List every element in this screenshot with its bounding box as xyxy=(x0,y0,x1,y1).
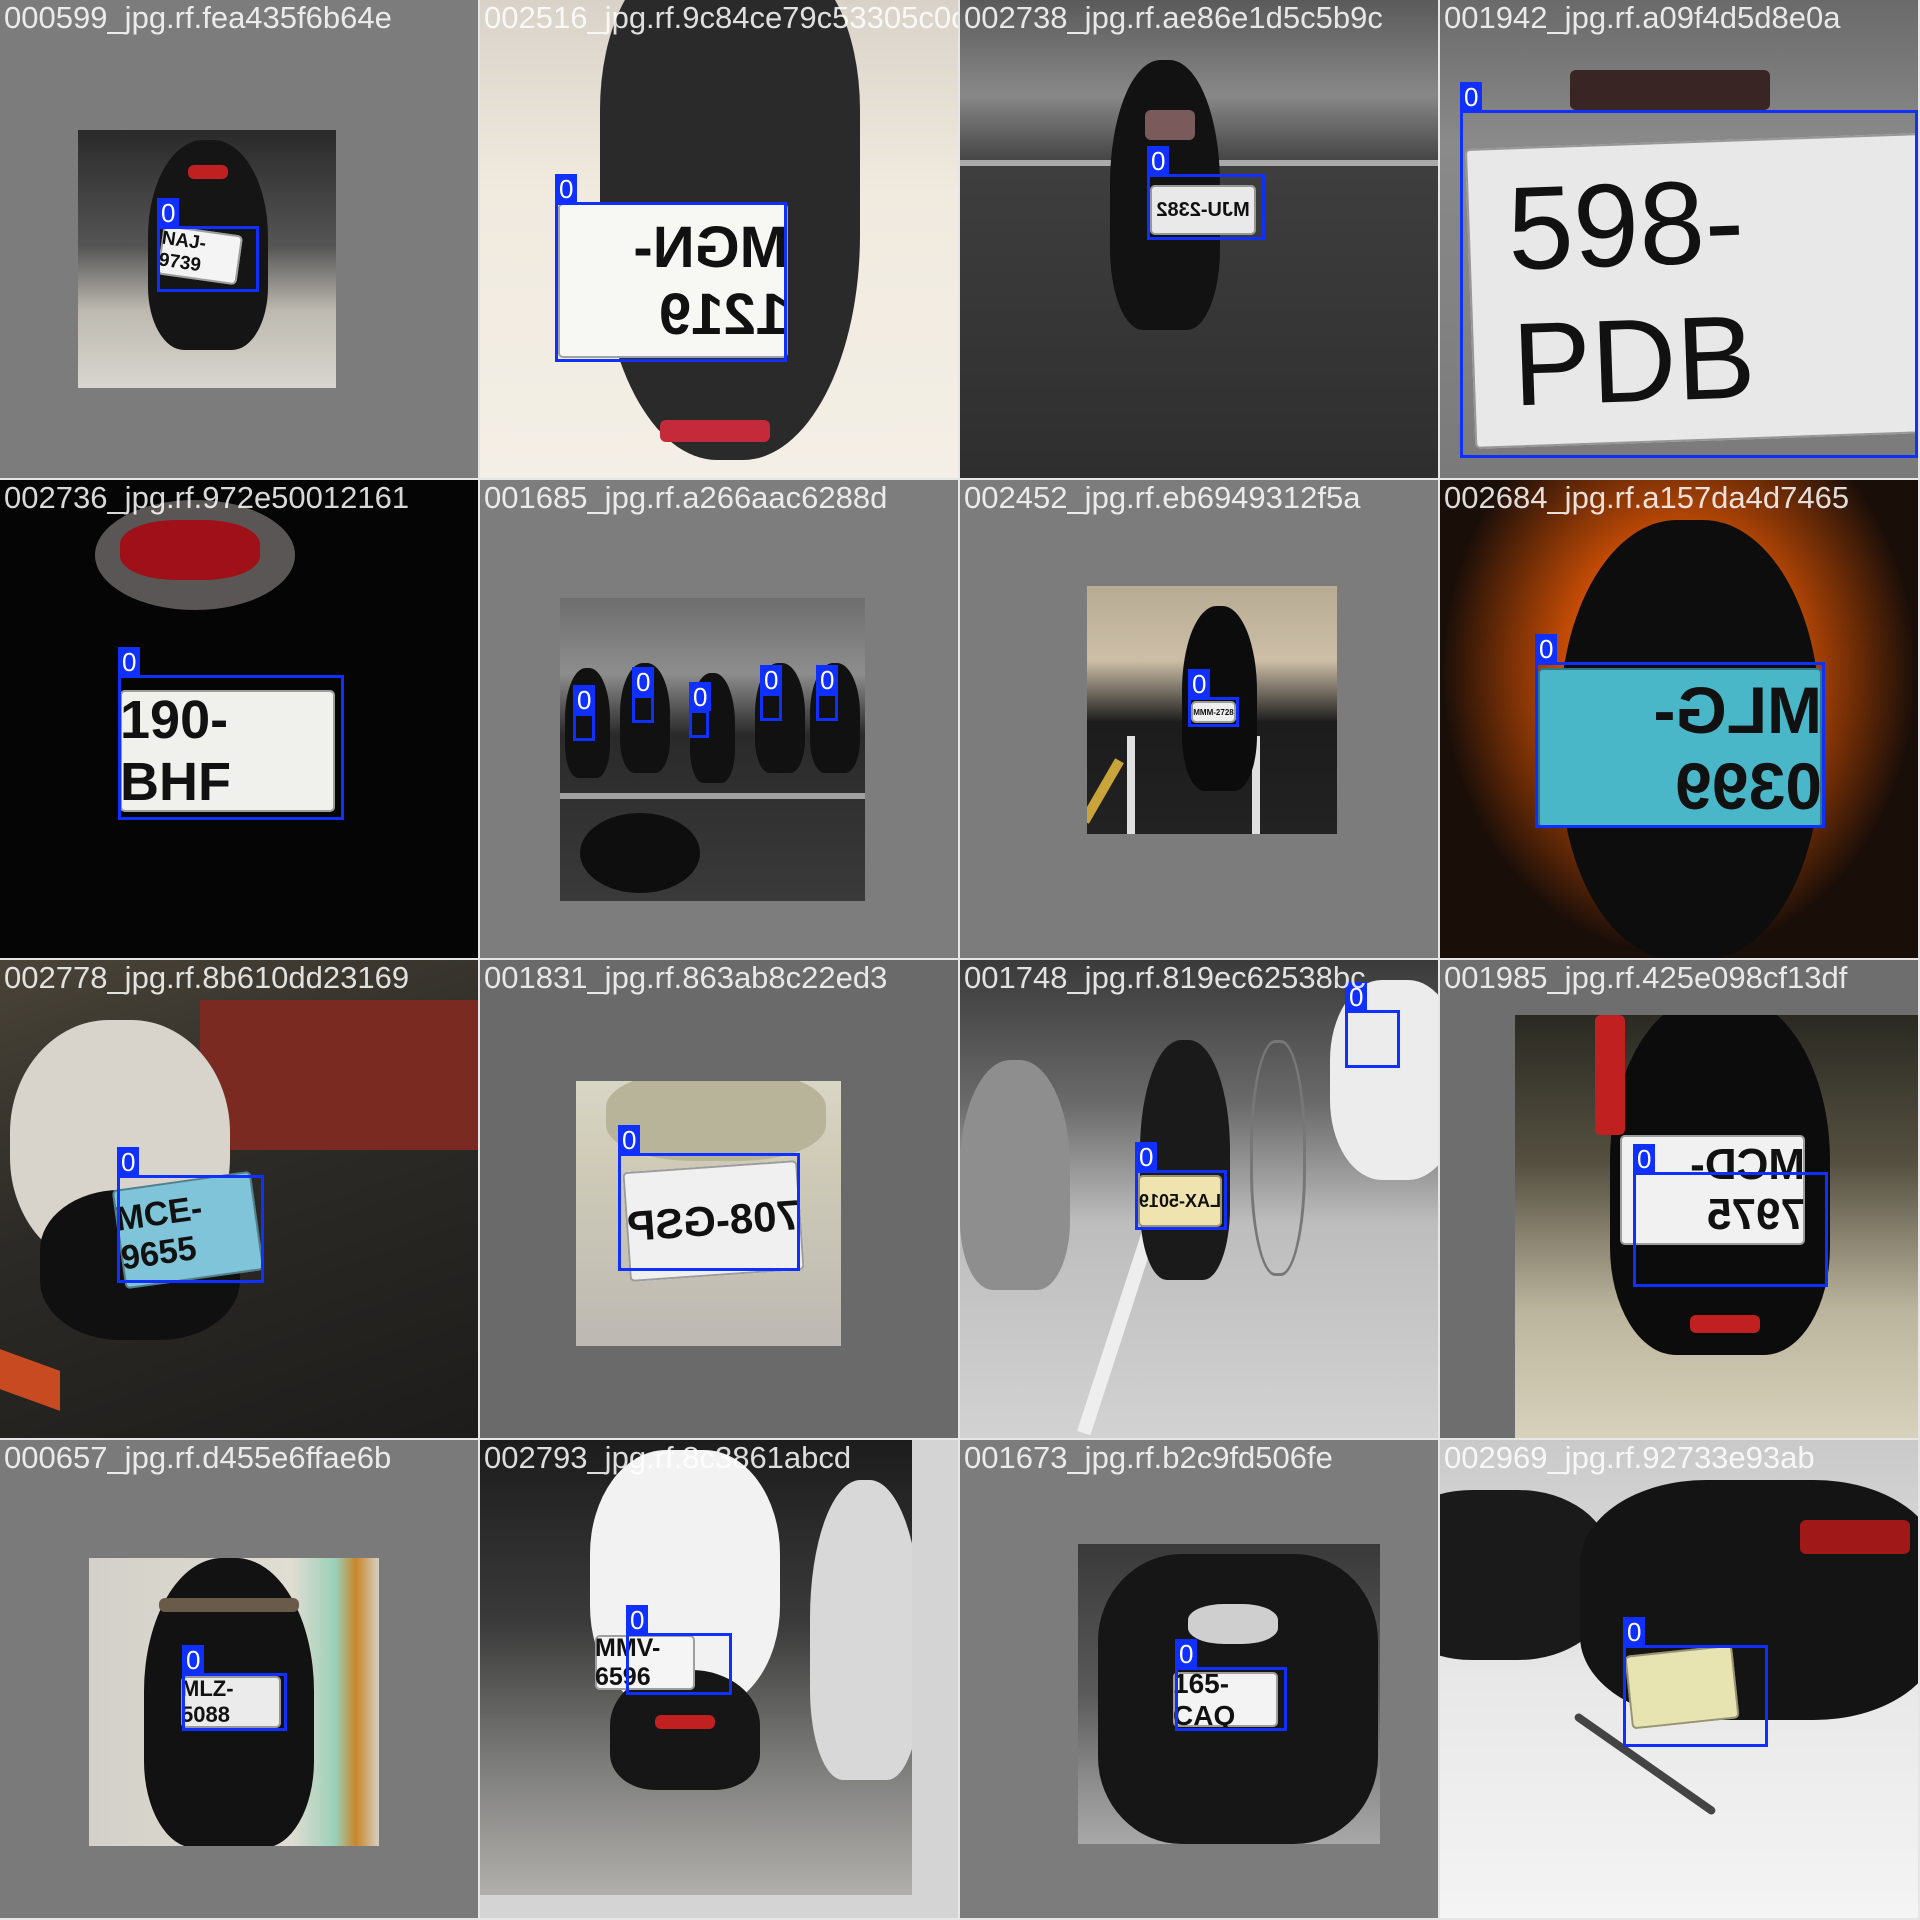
tile-filename: 001831_jpg.rf.863ab8c22ed3 xyxy=(484,960,888,995)
tile-filename: 002793_jpg.rf.8c3861abcd xyxy=(484,1440,852,1475)
bounding-box: 0 xyxy=(157,198,259,292)
tile-12: 001985_jpg.rf.425e098cf13df MCD-7975 0 xyxy=(1440,960,1920,1440)
bounding-box: 0 xyxy=(1135,1142,1227,1230)
bounding-box: 0 xyxy=(1623,1617,1768,1747)
class-label: 0 xyxy=(1623,1617,1646,1646)
bounding-box: 0 xyxy=(760,665,783,721)
scene-image: MJU-2382 xyxy=(960,0,1438,478)
tile-1: 000599_jpg.rf.fea435f6b64e NAJ-9739 0 xyxy=(0,0,480,480)
tile-8: 002684_jpg.rf.a157da4d7465 MLG-0399 0 xyxy=(1440,480,1920,960)
bounding-box: 0 xyxy=(626,1605,732,1695)
class-label: 0 xyxy=(816,665,839,694)
scene-image: 598-PDB xyxy=(1440,0,1918,478)
tile-3: 002738_jpg.rf.ae86e1d5c5b9c MJU-2382 0 xyxy=(960,0,1440,480)
class-label: 0 xyxy=(118,647,141,676)
class-label: 0 xyxy=(760,665,783,694)
bounding-box: 0 xyxy=(1147,146,1265,240)
scene-image: MCD-7975 xyxy=(1515,1015,1918,1438)
class-label: 0 xyxy=(117,1147,140,1176)
class-label: 0 xyxy=(1147,146,1170,175)
tile-filename: 000657_jpg.rf.d455e6ffae6b xyxy=(4,1440,392,1475)
tile-filename: 002738_jpg.rf.ae86e1d5c5b9c xyxy=(964,0,1383,35)
tile-6: 001685_jpg.rf.a266aac6288d 0 0 0 0 0 xyxy=(480,480,960,960)
tile-filename: 002684_jpg.rf.a157da4d7465 xyxy=(1444,480,1850,515)
tile-filename: 001685_jpg.rf.a266aac6288d xyxy=(484,480,888,515)
tile-filename: 000599_jpg.rf.fea435f6b64e xyxy=(4,0,392,35)
tile-5: 002736_jpg.rf.972e50012161 190-BHF 0 xyxy=(0,480,480,960)
scene-image: 190-BHF xyxy=(0,480,478,958)
bounding-box: 0 xyxy=(1345,982,1400,1068)
class-label: 0 xyxy=(1345,982,1368,1011)
tile-13: 000657_jpg.rf.d455e6ffae6b MLZ-5088 0 xyxy=(0,1440,480,1920)
tile-11: 001748_jpg.rf.819ec62538bc LAX-5019 0 0 xyxy=(960,960,1440,1440)
class-label: 0 xyxy=(555,174,578,203)
tile-7: 002452_jpg.rf.eb6949312f5a MMM-2728 0 xyxy=(960,480,1440,960)
bounding-box: 0 xyxy=(816,665,839,721)
bounding-box: 0 xyxy=(1633,1144,1828,1287)
tile-15: 001673_jpg.rf.b2c9fd506fe 165-CAQ 0 xyxy=(960,1440,1440,1920)
bounding-box: 0 xyxy=(118,647,344,820)
tile-filename: 002516_jpg.rf.9c84ce79c53305c0c xyxy=(484,0,960,35)
class-label: 0 xyxy=(573,685,596,714)
class-label: 0 xyxy=(1175,1639,1198,1668)
class-label: 0 xyxy=(689,682,712,711)
scene-image: 165-CAQ xyxy=(1078,1544,1380,1844)
class-label: 0 xyxy=(618,1125,641,1154)
tile-14: 002793_jpg.rf.8c3861abcd MMV-6596 0 xyxy=(480,1440,960,1920)
scene-image xyxy=(1440,1440,1918,1918)
class-label: 0 xyxy=(157,198,180,227)
tile-filename: 001985_jpg.rf.425e098cf13df xyxy=(1444,960,1848,995)
bounding-box: 0 xyxy=(1175,1639,1287,1731)
bounding-box: 0 xyxy=(117,1147,264,1283)
tile-filename: 002736_jpg.rf.972e50012161 xyxy=(4,480,410,515)
bounding-box: 0 xyxy=(618,1125,800,1271)
plate-text: 165-CAQ xyxy=(1173,1672,1236,1727)
class-label: 0 xyxy=(626,1605,649,1634)
class-label: 0 xyxy=(632,667,655,696)
scene-image: MGN-1219 xyxy=(480,0,958,478)
tile-9: 002778_jpg.rf.8b610dd23169 MCE-9655 0 xyxy=(0,960,480,1440)
class-label: 0 xyxy=(1460,82,1483,111)
plate-text: 190-BHF xyxy=(120,690,231,812)
bounding-box: 0 xyxy=(689,682,712,738)
scene-image: NAJ-9739 xyxy=(78,130,336,388)
bounding-box: 0 xyxy=(1535,634,1825,828)
bounding-box: 0 xyxy=(182,1645,287,1731)
class-label: 0 xyxy=(1633,1144,1656,1173)
bounding-box: 0 xyxy=(555,174,787,362)
class-label: 0 xyxy=(1135,1142,1158,1171)
tile-filename: 002452_jpg.rf.eb6949312f5a xyxy=(964,480,1361,515)
tile-filename: 001748_jpg.rf.819ec62538bc xyxy=(964,960,1366,995)
bounding-box: 0 xyxy=(573,685,596,741)
tile-filename: 002778_jpg.rf.8b610dd23169 xyxy=(4,960,410,995)
scene-image: MLG-0399 xyxy=(1440,480,1918,958)
bounding-box: 0 xyxy=(1460,82,1918,458)
tile-filename: 002969_jpg.rf.92733e93ab xyxy=(1444,1440,1815,1475)
bounding-box: 0 xyxy=(632,667,655,723)
scene-image: MMM-2728 xyxy=(1087,586,1337,834)
plate-text: MMM-2728 xyxy=(1193,707,1234,717)
scene-image xyxy=(560,598,865,901)
plate-text: MLZ-5088 xyxy=(181,1676,234,1727)
tile-16: 002969_jpg.rf.92733e93ab 0 xyxy=(1440,1440,1920,1920)
tile-2: 002516_jpg.rf.9c84ce79c53305c0c MGN-1219… xyxy=(480,0,960,480)
class-label: 0 xyxy=(1535,634,1558,663)
tile-4: 001942_jpg.rf.a09f4d5d8e0a 598-PDB 0 xyxy=(1440,0,1920,480)
scene-image: LAX-5019 xyxy=(960,960,1438,1438)
scene-image: MCE-9655 xyxy=(0,960,478,1438)
scene-image: MLZ-5088 xyxy=(89,1558,379,1846)
scene-image: MMV-6596 xyxy=(480,1440,912,1895)
class-label: 0 xyxy=(182,1645,205,1674)
tile-filename: 001673_jpg.rf.b2c9fd506fe xyxy=(964,1440,1333,1475)
tile-10: 001831_jpg.rf.863ab8c22ed3 708-GSP 0 xyxy=(480,960,960,1440)
class-label: 0 xyxy=(1188,669,1211,698)
bounding-box: 0 xyxy=(1188,669,1239,727)
tile-filename: 001942_jpg.rf.a09f4d5d8e0a xyxy=(1444,0,1841,35)
